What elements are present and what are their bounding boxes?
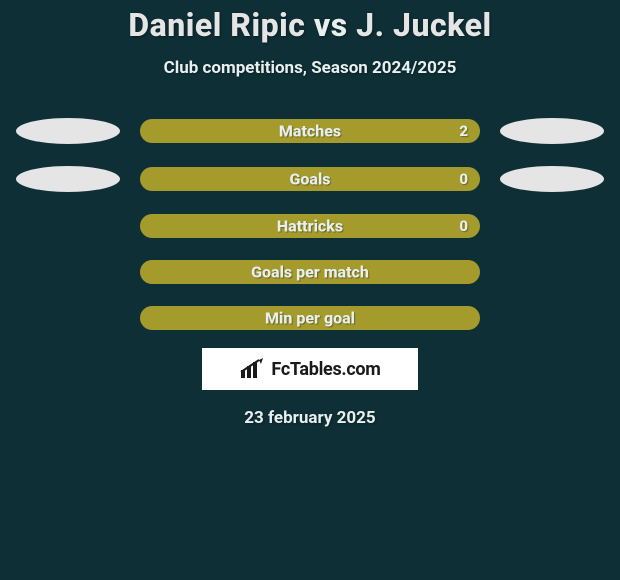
stat-label: Min per goal	[265, 309, 355, 328]
date-label: 23 february 2025	[0, 408, 620, 428]
stat-row: Hattricks 0	[10, 214, 610, 238]
stat-label: Matches	[279, 122, 341, 141]
stat-bar: Goals 0	[140, 167, 480, 191]
player2-ellipse	[500, 118, 604, 144]
stat-row: Min per goal	[10, 306, 610, 330]
stat-value: 0	[459, 170, 468, 188]
player2-ellipse	[500, 166, 604, 192]
stat-bar-right	[310, 167, 480, 191]
page-title: Daniel Ripic vs J. Juckel	[0, 0, 620, 44]
player2-name: J. Juckel	[356, 6, 491, 44]
stat-row: Goals per match	[10, 260, 610, 284]
stat-bar: Matches 2	[140, 119, 480, 143]
stat-bar-left	[140, 167, 310, 191]
fctables-logo: FcTables.com	[202, 348, 418, 390]
stat-value: 2	[459, 122, 468, 140]
subtitle: Club competitions, Season 2024/2025	[0, 58, 620, 78]
stat-bar: Min per goal	[140, 306, 480, 330]
stat-label: Hattricks	[277, 217, 343, 236]
player1-ellipse	[16, 166, 120, 192]
player1-ellipse	[16, 118, 120, 144]
stat-label: Goals	[290, 170, 331, 189]
stat-bar: Hattricks 0	[140, 214, 480, 238]
stats-list: Matches 2 Goals 0 Hattricks 0 Goals per match M…	[0, 118, 620, 330]
comparison-infographic: Daniel Ripic vs J. Juckel Club competiti…	[0, 0, 620, 580]
stat-value: 0	[459, 217, 468, 235]
stat-row: Matches 2	[10, 118, 610, 144]
stat-bar: Goals per match	[140, 260, 480, 284]
stat-row: Goals 0	[10, 166, 610, 192]
logo-text: FcTables.com	[271, 359, 380, 380]
stat-label: Goals per match	[251, 263, 369, 282]
bar-chart-icon	[239, 358, 265, 380]
vs-separator: vs	[314, 6, 348, 44]
player1-name: Daniel Ripic	[128, 6, 305, 44]
